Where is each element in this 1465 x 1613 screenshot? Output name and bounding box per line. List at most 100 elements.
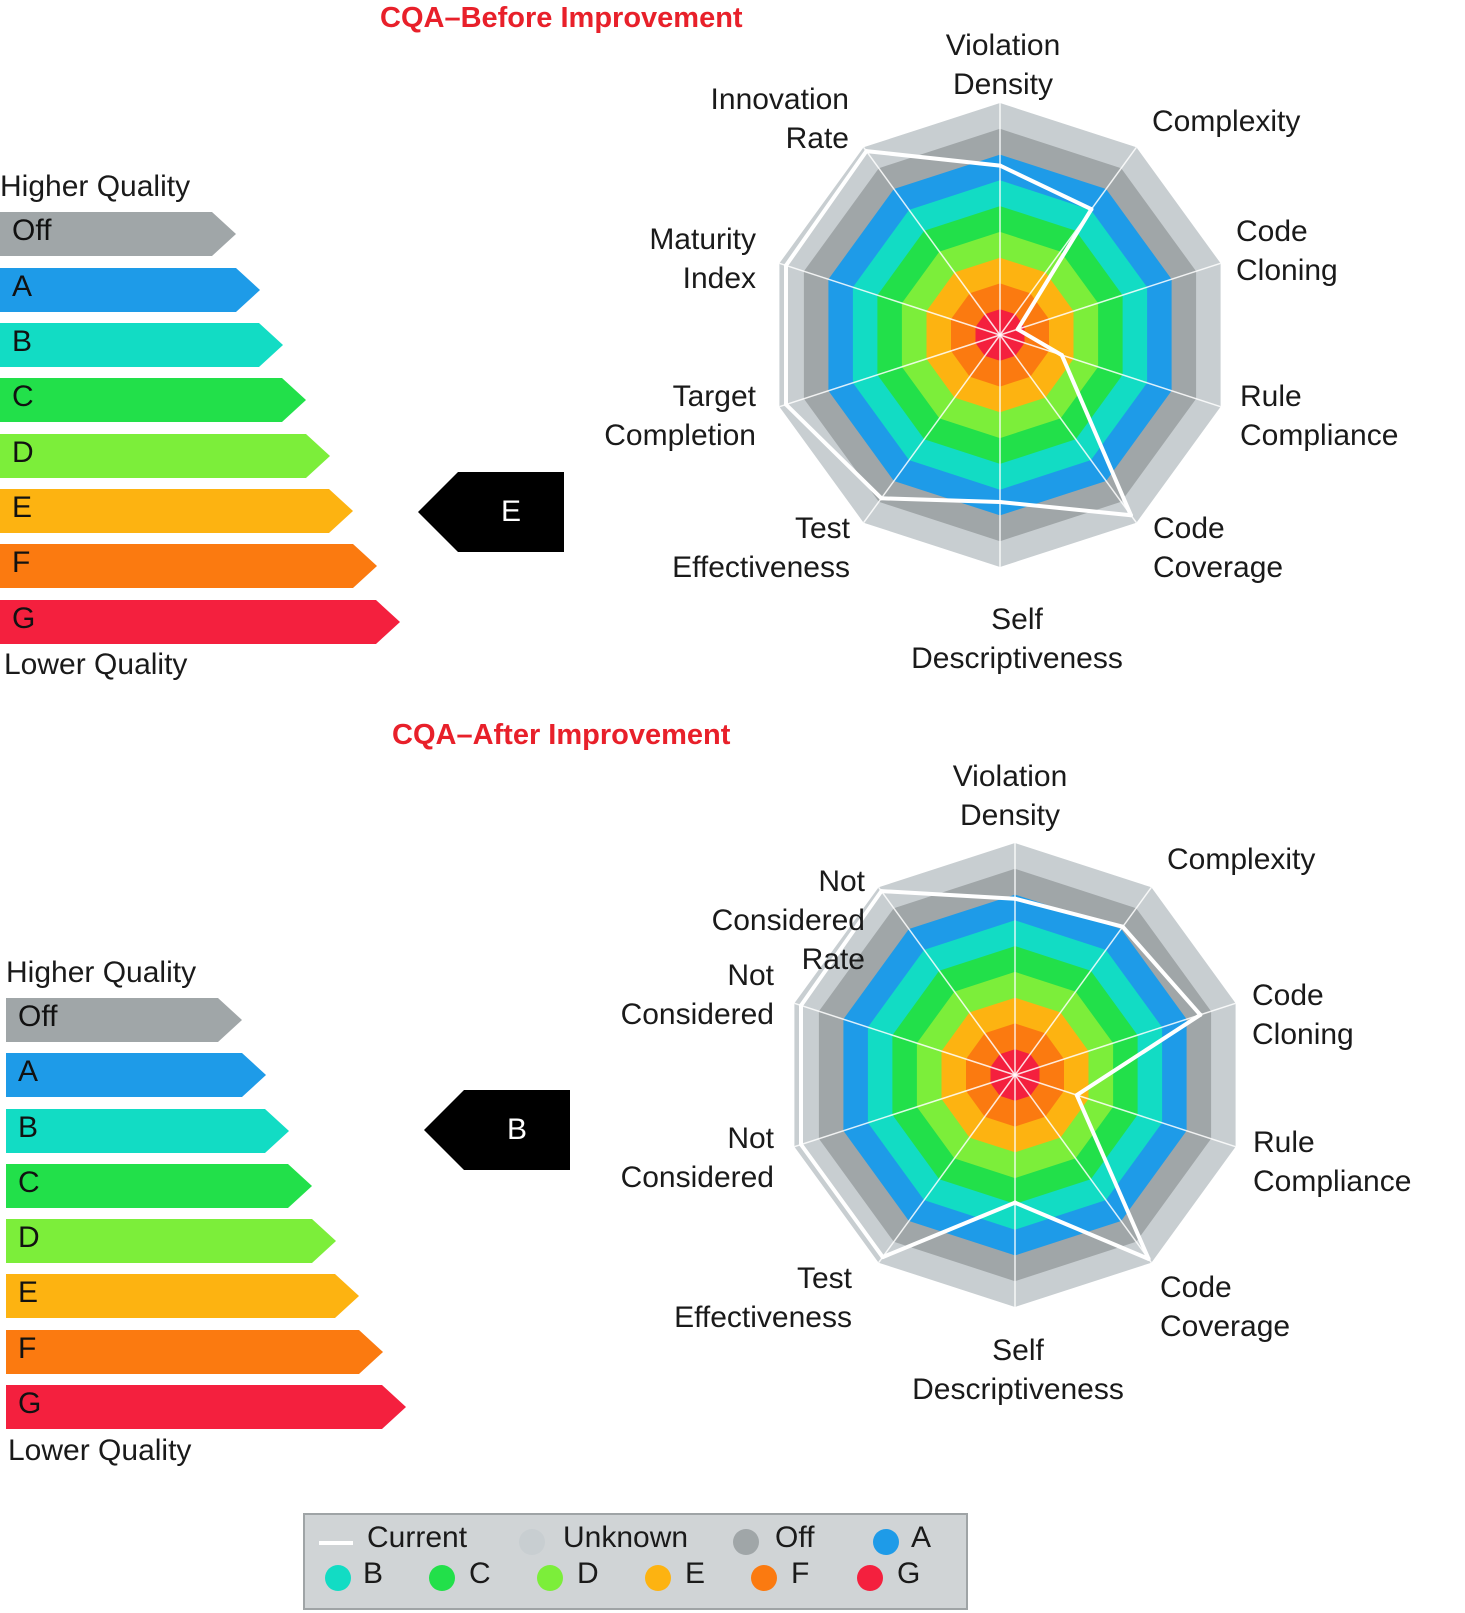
grade-label: Off (18, 1000, 58, 1033)
grade-label: G (12, 602, 36, 635)
after-grade-bar-d: D (6, 1219, 336, 1263)
after-higher-quality-label: Higher Quality (6, 956, 197, 989)
axis-label-not-considered-rate: Not Considered Rate (712, 865, 866, 976)
grade-label: B (12, 325, 33, 358)
current-point (1198, 1012, 1203, 1017)
grade-label: D (18, 1221, 40, 1254)
axis-label-self-descriptiveness: Self Descriptiveness (912, 1334, 1124, 1406)
before-grade-bar-off: Off (0, 212, 236, 256)
legend-g-label: G (897, 1557, 921, 1590)
after-grade-bar-g: G (6, 1385, 406, 1429)
before-grade-bar-f: F (0, 544, 377, 588)
before-radar-chart: Violation Density Complexity Code Cloning … (604, 29, 1398, 675)
after-radar-chart: Violation Density Complexity Code Cloning … (621, 760, 1412, 1406)
grade-label: F (18, 1332, 37, 1365)
axis-label-maturity-index: Maturity Index (649, 223, 756, 295)
legend-off-label: Off (775, 1521, 815, 1554)
axis-label-test-effectiveness: Test Effectiveness (674, 1262, 853, 1334)
axis-label-target-completion: Target Completion (604, 380, 756, 452)
legend: Current Unknown Off A B C D E F G (303, 1513, 968, 1610)
before-grade-bar-a: A (0, 268, 260, 312)
current-point (879, 496, 884, 501)
grade-label: D (12, 436, 34, 469)
spoke (862, 334, 1001, 524)
current-point (879, 889, 884, 894)
legend-f-dot (751, 1565, 777, 1591)
after-grade-bar-off: Off (6, 998, 242, 1042)
current-point (1015, 327, 1020, 332)
before-grade-bar-c: C (0, 378, 306, 422)
current-point (1074, 1093, 1079, 1098)
legend-off-dot (733, 1529, 759, 1555)
after-grade-bar-e: E (6, 1274, 359, 1318)
axis-label-code-cloning: Code Cloning (1236, 215, 1338, 287)
grade-label: E (12, 491, 33, 524)
legend-b-dot (325, 1565, 351, 1591)
current-point (1013, 1200, 1017, 1205)
axis-label-rule-compliance: Rule Compliance (1240, 380, 1398, 452)
legend-unknown-label: Unknown (563, 1521, 689, 1554)
after-lower-quality-label: Lower Quality (8, 1434, 192, 1467)
axis-label-code-coverage: Code Coverage (1153, 512, 1283, 584)
current-point (880, 1255, 885, 1260)
spoke (877, 1074, 1016, 1264)
current-point (998, 500, 1002, 504)
after-grade-bar-c: C (6, 1164, 312, 1208)
grade-label: Off (12, 214, 52, 247)
before-grade-bar-b: B (0, 323, 283, 367)
axis-label-code-cloning: Code Cloning (1252, 979, 1354, 1051)
before-grade-bar-e: E (0, 489, 353, 533)
spoke (779, 262, 1001, 336)
current-point (784, 402, 788, 407)
axis-label-test-effectiveness: Test Effectiveness (672, 512, 851, 584)
after-grade-bar-f: F (6, 1330, 383, 1374)
axis-label-self-descriptiveness: Self Descriptiveness (911, 603, 1123, 675)
before-grade-bar-d: D (0, 434, 330, 478)
legend-e-label: E (685, 1557, 706, 1590)
axis-label-rule-compliance: Rule Compliance (1253, 1126, 1411, 1198)
axis-label-not-considered-upper: Not Considered (621, 959, 775, 1031)
grade-label: A (12, 270, 33, 303)
spoke (794, 1074, 1016, 1148)
legend-b-label: B (363, 1557, 384, 1590)
axis-label-not-considered-lower: Not Considered (621, 1122, 775, 1194)
legend-a-dot (873, 1529, 899, 1555)
grade-label: F (12, 546, 31, 579)
spoke (794, 1002, 1016, 1076)
spoke (999, 334, 1221, 408)
before-section: CQA–Before Improvement Higher Quality Of… (0, 0, 1465, 720)
axis-label-innovation-rate: Innovation Rate (711, 83, 849, 155)
after-section: CQA–After Improvement Higher Quality Off… (0, 719, 1465, 1530)
legend-c-dot (429, 1565, 455, 1591)
legend-current-line (319, 1541, 353, 1545)
before-title: CQA–Before Improvement (380, 2, 743, 34)
legend-a-label: A (911, 1521, 932, 1554)
current-point (784, 263, 788, 268)
current-point (799, 1142, 803, 1147)
spoke (999, 146, 1138, 336)
spoke (779, 334, 1001, 408)
grade-label: G (18, 1387, 42, 1420)
axis-label-complexity: Complexity (1152, 105, 1300, 138)
current-point (799, 1003, 803, 1008)
axis-label-complexity: Complexity (1167, 843, 1315, 876)
legend-current-label: Current (367, 1521, 468, 1554)
spoke (1014, 1074, 1236, 1148)
after-grade-bar-b: B (6, 1109, 289, 1153)
current-point (1089, 207, 1094, 212)
before-lower-quality-label: Lower Quality (4, 648, 188, 681)
spoke (999, 334, 1138, 524)
grade-label: C (18, 1166, 40, 1199)
grade-label: E (18, 1276, 39, 1309)
spoke (877, 886, 1016, 1076)
axis-label-code-coverage: Code Coverage (1160, 1271, 1290, 1343)
spoke (862, 146, 1001, 336)
grade-label: A (18, 1055, 39, 1088)
legend-c-label: C (469, 1557, 491, 1590)
current-point (1146, 1256, 1151, 1261)
legend-d-label: D (577, 1557, 599, 1590)
after-grade-bar-a: A (6, 1053, 266, 1097)
legend-unknown-dot (519, 1529, 545, 1555)
grade-label: C (12, 380, 34, 413)
after-overall-grade: B (506, 1113, 527, 1146)
